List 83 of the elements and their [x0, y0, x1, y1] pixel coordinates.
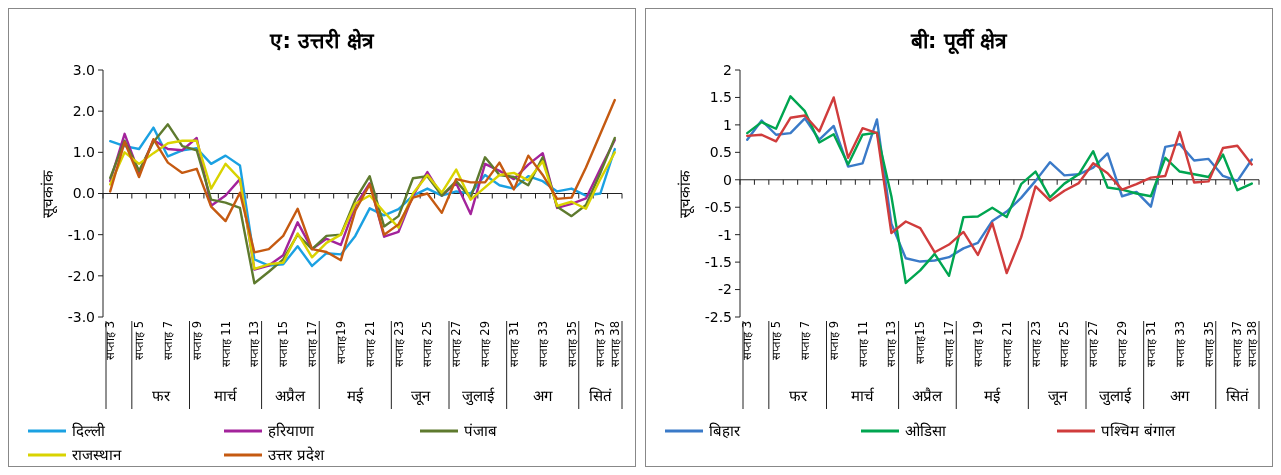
- y-tick-label: 2: [723, 61, 732, 78]
- y-tick-label: -1: [718, 226, 732, 243]
- x-tick-label: सप्ताह 25: [420, 321, 435, 368]
- legend-label: ओडिसा: [905, 422, 947, 441]
- x-tick-label: सप्ताह 25: [1057, 321, 1072, 368]
- x-tick-label: सप्ताह 37: [1230, 321, 1245, 368]
- x-tick-label: सप्ताह 37: [593, 321, 608, 368]
- x-tick-label: सप्ताह 9: [826, 321, 841, 360]
- text: मई: [984, 387, 1002, 405]
- legend-label: उत्तर प्रदेश: [268, 446, 325, 465]
- y-axis-title: सूचकांक: [676, 169, 695, 218]
- x-tick-label: सप्ताह 11: [218, 321, 233, 368]
- x-tick-label: सप्ताह 11: [855, 321, 870, 368]
- x-tick-label: सप्ताह 3: [740, 321, 755, 360]
- text: जून: [410, 387, 431, 406]
- y-tick-label: -2: [718, 281, 732, 298]
- text: अप्रैल: [912, 387, 944, 405]
- x-tick-label: सप्ताह 3: [103, 321, 118, 360]
- text: फर: [151, 387, 171, 405]
- text: सितं: [588, 387, 612, 405]
- x-tick-label: सप्ताह 27: [449, 321, 464, 368]
- y-tick-label: 3.0: [72, 61, 95, 78]
- x-tick-label: सप्ताह 17: [942, 321, 957, 368]
- y-tick-label: -0.5: [704, 199, 732, 216]
- x-tick-label: सप्ताह 35: [564, 321, 579, 368]
- legend-label: दिल्ली: [72, 422, 106, 441]
- x-tick-label: सप्ताह 13: [884, 321, 899, 368]
- x-tick-label: सप्ताह 5: [769, 321, 784, 360]
- x-tick-label: सप्ताह 27: [1086, 321, 1101, 368]
- x-tick-label: सप्ताह19: [333, 321, 348, 364]
- x-tick-label: सप्ताह 17: [305, 321, 320, 368]
- legend-label: बिहार: [709, 422, 741, 441]
- y-tick-label: -3.0: [67, 308, 95, 325]
- x-tick-label: सप्ताह 21: [362, 321, 377, 368]
- y-tick-label: -1.5: [704, 254, 732, 271]
- y-tick-label: 0: [723, 171, 732, 188]
- text: फर: [788, 387, 808, 405]
- legend-label: पश्चिम बंगाल: [1101, 422, 1176, 441]
- text: मार्च: [214, 387, 239, 405]
- text: मई: [347, 387, 365, 405]
- x-tick-label: सप्ताह 5: [132, 321, 147, 360]
- chart-title: ए: उत्तरी क्षेत्र: [269, 28, 375, 53]
- x-tick-label: सप्ताह 33: [535, 321, 550, 368]
- x-tick-label: सप्ताह 23: [391, 321, 406, 368]
- chart-title: बी: पूर्वी क्षेत्र: [909, 28, 1008, 55]
- text: मार्च: [851, 387, 876, 405]
- text: अग: [1170, 387, 1191, 405]
- x-tick-label: सप्ताह15: [913, 321, 928, 364]
- x-tick-label: सप्ताह 15: [276, 321, 291, 368]
- x-tick-label: सप्ताह 35: [1201, 321, 1216, 368]
- x-tick-label: सप्ताह 38: [607, 321, 622, 368]
- x-tick-label: सप्ताह 31: [506, 321, 521, 368]
- x-tick-label: सप्ताह 13: [247, 321, 262, 368]
- y-tick-label: 2.0: [72, 103, 95, 120]
- text: जून: [1047, 387, 1068, 406]
- text: जुलाई: [461, 387, 495, 406]
- x-tick-label: सप्ताह 38: [1244, 321, 1259, 368]
- legend-label: पंजाब: [464, 422, 497, 441]
- x-tick-label: सप्ताह 19: [970, 321, 985, 368]
- y-tick-label: -2.0: [67, 267, 95, 284]
- y-tick-label: -2.5: [704, 308, 732, 325]
- x-tick-label: सप्ताह 31: [1143, 321, 1158, 368]
- y-tick-label: 0.0: [72, 185, 95, 202]
- text: अग: [533, 387, 554, 405]
- text: जुलाई: [1098, 387, 1132, 406]
- text: सितं: [1225, 387, 1249, 405]
- y-tick-label: 1.5: [709, 89, 732, 106]
- y-tick-label: -1.0: [67, 226, 95, 243]
- x-tick-label: सप्ताह 7: [797, 321, 812, 360]
- text: अप्रैल: [275, 387, 307, 405]
- legend-label: हरियाणा: [268, 422, 315, 441]
- x-tick-label: सप्ताह 29: [1115, 321, 1130, 368]
- x-tick-label: सप्ताह 33: [1172, 321, 1187, 368]
- y-tick-label: 0.5: [709, 144, 732, 161]
- x-tick-label: सप्ताह 29: [478, 321, 493, 368]
- y-tick-label: 1.0: [72, 144, 95, 161]
- y-axis-title: सूचकांक: [39, 169, 58, 218]
- legend-label: राजस्थान: [72, 446, 122, 465]
- x-tick-label: सप्ताह 7: [160, 321, 175, 360]
- x-tick-label: सप्ताह 21: [999, 321, 1014, 368]
- x-tick-label: सप्ताह 9: [189, 321, 204, 360]
- x-tick-label: सप्ताह 23: [1028, 321, 1043, 368]
- y-tick-label: 1: [723, 116, 732, 133]
